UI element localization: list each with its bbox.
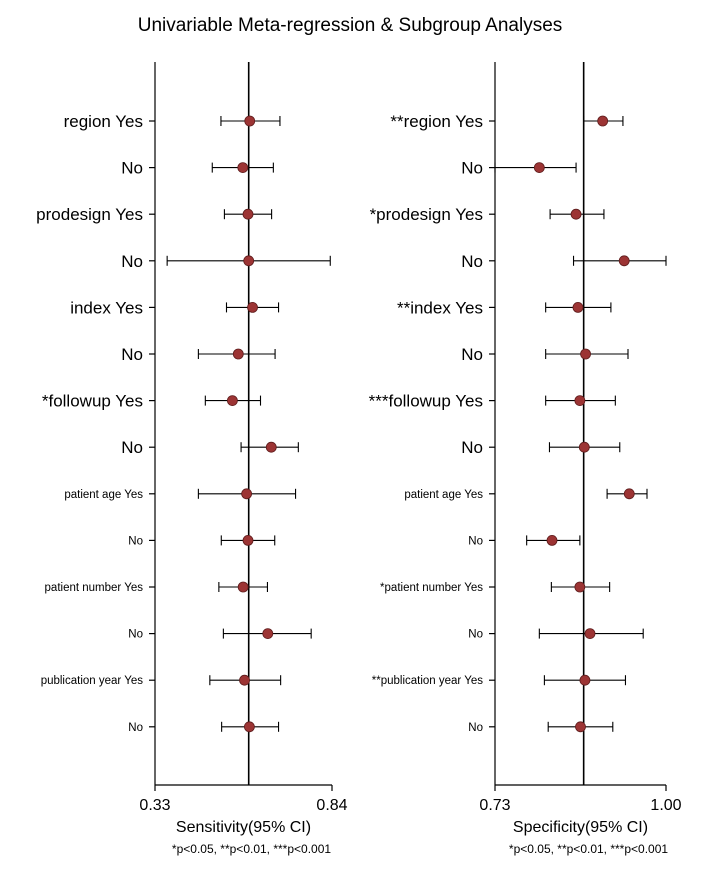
estimate-point: [243, 255, 255, 267]
row-label: No: [121, 438, 143, 457]
estimate-point: [243, 721, 255, 733]
forest-panels: 0.33 0.84 Sensitivity(95% CI) *p<0.05, **p<…: [36, 62, 682, 856]
estimate-point: [618, 255, 630, 267]
row-label: No: [461, 159, 483, 178]
row-label: No: [468, 722, 483, 734]
estimate-point: [241, 488, 253, 500]
estimate-point: [570, 208, 582, 220]
row-label: **index Yes: [397, 298, 483, 317]
x-tick-label: 1.00: [650, 797, 681, 814]
row-label: ***followup Yes: [369, 392, 483, 411]
estimate-point: [580, 348, 591, 360]
estimate-point: [597, 115, 609, 127]
x-axis-title: Specificity(95% CI): [513, 819, 648, 836]
row-label: No: [128, 629, 143, 641]
row-label: patient age Yes: [404, 489, 483, 501]
row-label: **publication year Yes: [372, 675, 483, 687]
x-tick-label: 0.73: [479, 797, 510, 814]
estimate-point: [578, 441, 590, 453]
estimate-point: [226, 395, 238, 407]
x-axis-title: Sensitivity(95% CI): [176, 819, 311, 836]
row-label: No: [468, 629, 483, 641]
estimate-point: [262, 628, 274, 639]
x-tick-label: 0.33: [139, 797, 170, 814]
estimate-point: [533, 162, 545, 174]
row-label: No: [121, 252, 143, 271]
forest-panel-1: 0.33 0.84 Sensitivity(95% CI) *p<0.05, **p<…: [36, 62, 348, 856]
row-label: *prodesign Yes: [370, 205, 483, 224]
row-label: patient number Yes: [45, 582, 144, 594]
row-label: *followup Yes: [42, 392, 143, 411]
row-label: patient age Yes: [64, 489, 143, 501]
row-label: **region Yes: [390, 112, 483, 131]
row-label: No: [461, 252, 483, 271]
significance-footnote: *p<0.05, **p<0.01, ***p<0.001: [172, 842, 331, 856]
row-label: No: [461, 438, 483, 457]
estimate-point: [265, 441, 277, 453]
estimate-point: [237, 581, 249, 593]
estimate-point: [623, 488, 635, 500]
estimate-point: [574, 581, 586, 593]
estimate-point: [242, 208, 254, 220]
estimate-point: [232, 348, 244, 360]
x-tick-label: 0.84: [316, 797, 347, 814]
estimate-point: [546, 535, 558, 546]
significance-footnote: *p<0.05, **p<0.01, ***p<0.001: [509, 842, 668, 856]
estimate-point: [239, 674, 250, 686]
estimate-point: [247, 301, 258, 313]
estimate-point: [584, 628, 596, 639]
row-label: No: [461, 345, 483, 364]
row-label: publication year Yes: [41, 675, 144, 687]
chart-title: Univariable Meta-regression & Subgroup A…: [138, 15, 563, 36]
row-label: region Yes: [64, 112, 143, 131]
estimate-point: [242, 535, 254, 546]
row-label: No: [121, 159, 143, 178]
row-label: No: [468, 535, 483, 547]
estimate-point: [572, 301, 584, 313]
row-label: index Yes: [70, 298, 143, 317]
estimate-point: [574, 395, 586, 407]
estimate-point: [237, 162, 249, 174]
row-label: *patient number Yes: [380, 582, 483, 594]
row-label: No: [121, 345, 143, 364]
row-label: No: [128, 722, 143, 734]
estimate-point: [575, 721, 586, 733]
row-label: prodesign Yes: [36, 205, 143, 224]
row-label: No: [128, 535, 143, 547]
estimate-point: [244, 115, 256, 127]
estimate-point: [579, 674, 591, 686]
